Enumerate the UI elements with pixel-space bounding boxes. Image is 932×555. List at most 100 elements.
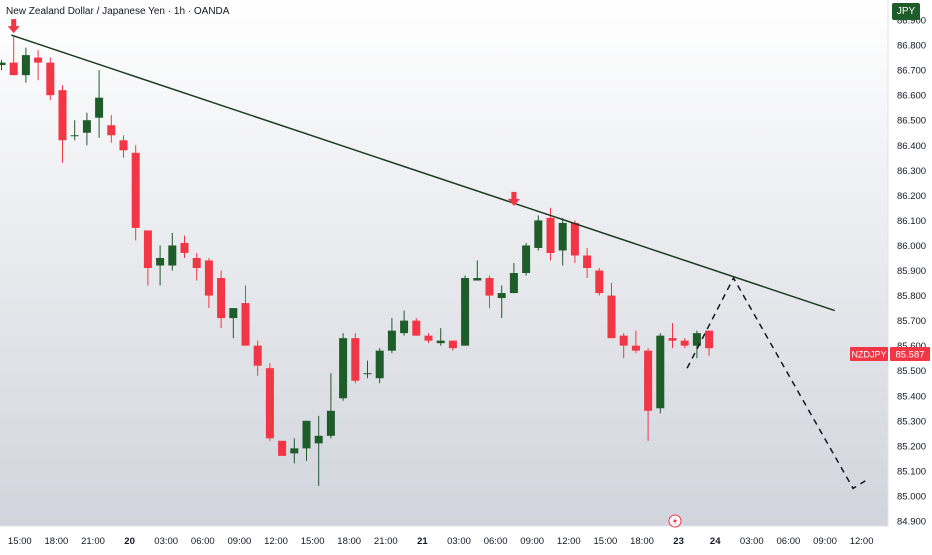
candle-body <box>290 448 299 454</box>
candle-body <box>46 62 55 96</box>
candle-body <box>668 338 677 341</box>
time-tick-label: 06:00 <box>484 536 508 547</box>
projection-path[interactable] <box>686 276 866 490</box>
candle <box>705 330 714 356</box>
projection-group[interactable] <box>686 276 866 490</box>
candle <box>412 318 421 336</box>
price-tick-label: 85.600 <box>897 341 926 352</box>
time-tick-label: 21 <box>417 536 428 547</box>
symbol-title: New Zealand Dollar / Japanese Yen · 1h ·… <box>6 6 230 17</box>
trendline[interactable] <box>11 34 835 312</box>
candle <box>326 373 335 439</box>
candle-body <box>265 368 274 439</box>
lightning-icon[interactable] <box>668 514 682 528</box>
time-tick-label: 15:00 <box>301 536 325 547</box>
time-tick-label: 24 <box>710 536 721 547</box>
time-tick-label: 12:00 <box>264 536 288 547</box>
price-tick-label: 85.400 <box>897 391 926 402</box>
candle <box>644 348 653 441</box>
price-axis[interactable]: 86.900 86.800 86.700 86.600 86.500 86.400 86.3… <box>897 16 926 528</box>
candle <box>424 333 433 344</box>
time-tick-label: 21:00 <box>81 536 105 547</box>
price-tick-label: 86.700 <box>897 66 926 77</box>
price-tick-label: 85.700 <box>897 316 926 327</box>
time-axis[interactable]: 15:00 18:00 21:00 20 03:00 06:00 09:00 12:00 15:… <box>8 536 874 547</box>
candle <box>363 360 372 379</box>
candle <box>70 120 79 141</box>
candle-body <box>375 350 384 379</box>
trendline-group[interactable] <box>11 34 835 312</box>
price-tick-label: 85.000 <box>897 491 926 502</box>
candle <box>534 215 543 251</box>
candle-body <box>680 340 689 346</box>
candle-body <box>692 333 701 346</box>
time-tick-label: 12:00 <box>850 536 874 547</box>
candle <box>668 323 677 349</box>
price-tick-label: 85.200 <box>897 441 926 452</box>
candle-body <box>412 320 421 336</box>
candle <box>546 207 555 261</box>
plot-background <box>0 0 888 526</box>
price-tick-label: 86.600 <box>897 91 926 102</box>
candle <box>607 283 616 339</box>
time-tick-label: 03:00 <box>447 536 471 547</box>
candle <box>180 235 189 258</box>
price-tick-label: 86.300 <box>897 166 926 177</box>
time-tick-label: 15:00 <box>594 536 618 547</box>
price-tick-label: 84.900 <box>897 516 926 527</box>
candle-body <box>229 308 238 319</box>
candle <box>156 245 165 286</box>
candle-body <box>70 135 79 137</box>
candle-body <box>95 97 104 118</box>
currency-button[interactable]: JPY <box>892 3 920 20</box>
candle <box>619 333 628 359</box>
candle-body <box>619 335 628 346</box>
candle-body <box>180 242 189 253</box>
time-tick-label: 09:00 <box>228 536 252 547</box>
candle <box>46 57 55 101</box>
price-tick-label: 85.900 <box>897 266 926 277</box>
candle <box>680 338 689 349</box>
candle-body <box>461 278 470 346</box>
time-tick-label: 03:00 <box>740 536 764 547</box>
time-tick-label: 18:00 <box>630 536 654 547</box>
candle <box>131 145 140 241</box>
price-tick-label: 85.100 <box>897 466 926 477</box>
candle <box>302 420 311 461</box>
candle <box>339 333 348 401</box>
candle <box>631 330 640 354</box>
candle <box>375 348 384 384</box>
candle-body <box>21 55 30 76</box>
candle-body <box>363 373 372 375</box>
price-tick-label: 85.500 <box>897 366 926 377</box>
candle-body <box>631 345 640 351</box>
candle-body <box>9 62 18 76</box>
time-tick-label: 20 <box>124 536 135 547</box>
candle-body <box>58 90 67 141</box>
arrow-down-marker-icon <box>507 191 520 206</box>
candle <box>558 217 567 266</box>
candle-body <box>485 278 494 296</box>
candle-body <box>436 340 445 344</box>
candle-body <box>424 335 433 341</box>
candle <box>387 318 396 354</box>
candle-body <box>595 270 604 294</box>
candle-body <box>326 410 335 436</box>
candle-body <box>607 295 616 339</box>
price-tag-symbol-box <box>850 347 888 361</box>
candle <box>107 115 116 143</box>
candle <box>204 257 213 309</box>
candle-body <box>583 255 592 269</box>
arrow-down-marker-icon <box>7 19 20 34</box>
candle-body <box>302 420 311 449</box>
candle <box>34 50 43 81</box>
candle <box>265 363 274 441</box>
candle-body <box>497 293 506 299</box>
candle-body <box>217 278 226 319</box>
candle-body <box>119 140 128 151</box>
candle <box>217 270 226 329</box>
candle <box>95 70 104 138</box>
candle <box>21 47 30 83</box>
